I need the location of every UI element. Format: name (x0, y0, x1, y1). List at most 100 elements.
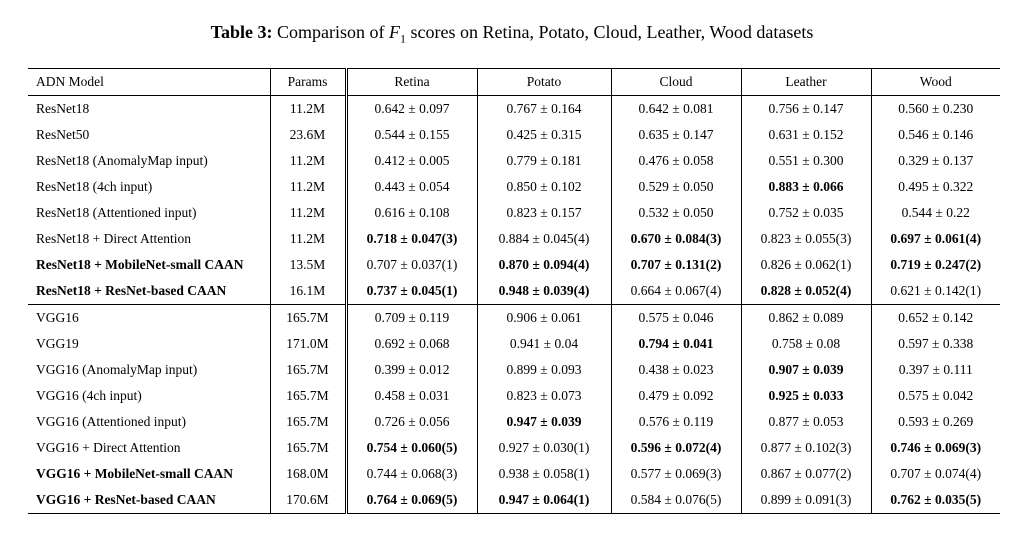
table-cell: 0.692 ± 0.068 (346, 331, 478, 357)
table-cell: 0.884 ± 0.045(4) (477, 226, 612, 252)
table-cell: 170.6M (270, 487, 348, 514)
table-cell: 0.412 ± 0.005 (346, 148, 478, 174)
table-cell: 0.947 ± 0.064(1) (477, 487, 612, 514)
table-cell: 0.726 ± 0.056 (346, 409, 478, 435)
table-cell: 0.593 ± 0.269 (898, 414, 974, 429)
table-cell: 0.495 ± 0.322 (898, 179, 974, 194)
table-caption: Table 3: Comparison of F1 scores on Reti… (0, 22, 1024, 47)
table-row: ResNet18 11.2M 0.642 ± 0.097 0.767 ± 0.164 0… (28, 95, 1000, 122)
table-cell: 0.458 ± 0.031 (346, 383, 478, 409)
table-cell: 0.616 ± 0.108 (346, 200, 478, 226)
table-row: ResNet18 (4ch input) 11.2M 0.443 ± 0.054 0.… (28, 174, 1000, 200)
table-row: VGG16 (4ch input) 165.7M 0.458 ± 0.031 0.82… (28, 383, 1000, 409)
table-cell: 0.709 ± 0.119 (346, 304, 478, 331)
table-cell: 0.883 ± 0.066 (741, 174, 872, 200)
table-cell: 0.546 ± 0.146 (898, 127, 974, 142)
table-cell: 13.5M (270, 252, 348, 278)
table-cell: 0.443 ± 0.054 (346, 174, 478, 200)
table-cell: 165.7M (270, 435, 348, 461)
results-table: ADN Model Params Retina Potato Cloud Leather W… (28, 68, 1000, 514)
table-cell: 0.823 ± 0.055(3) (741, 226, 872, 252)
table-cell: 0.767 ± 0.164 (477, 95, 612, 122)
model-name: ResNet18 + MobileNet-small CAAN (28, 252, 271, 278)
table-cell: 0.764 ± 0.069(5) (346, 487, 478, 514)
model-name: ResNet18 + ResNet-based CAAN (28, 278, 271, 305)
header-cell: Retina (346, 68, 478, 96)
table-cell: 0.476 ± 0.058 (611, 148, 742, 174)
table-row: VGG16 + ResNet-based CAAN 170.6M 0.764 ± 0… (28, 487, 1000, 514)
model-name: ResNet18 + Direct Attention (28, 226, 271, 252)
table-cell: 0.652 ± 0.142 (898, 310, 974, 325)
table-cell: 0.664 ± 0.067(4) (611, 278, 742, 305)
table-cell: 0.575 ± 0.046 (611, 304, 742, 331)
table-cell: 0.719 ± 0.247(2) (890, 257, 982, 272)
table-cell: 0.576 ± 0.119 (611, 409, 742, 435)
table-cell: 11.2M (270, 148, 348, 174)
table-cell: 0.906 ± 0.061 (477, 304, 612, 331)
model-name: ResNet18 (AnomalyMap input) (28, 148, 271, 174)
header-cell: Leather (741, 68, 872, 96)
header-row: ADN Model Params Retina Potato Cloud Leather W… (28, 68, 1000, 96)
table-cell: 0.642 ± 0.097 (346, 95, 478, 122)
table-cell: 0.877 ± 0.053 (741, 409, 872, 435)
table-cell: 0.718 ± 0.047(3) (346, 226, 478, 252)
table-cell: 0.596 ± 0.072(4) (611, 435, 742, 461)
table-cell: 23.6M (270, 122, 348, 148)
table-cell: 0.635 ± 0.147 (611, 122, 742, 148)
table-cell: 0.907 ± 0.039 (741, 357, 872, 383)
model-name: VGG16 (AnomalyMap input) (28, 357, 271, 383)
table-cell: 0.479 ± 0.092 (611, 383, 742, 409)
table-cell: 0.584 ± 0.076(5) (611, 487, 742, 514)
table-cell: 11.2M (270, 95, 348, 122)
table-cell: 0.948 ± 0.039(4) (477, 278, 612, 305)
table-cell: 0.938 ± 0.058(1) (477, 461, 612, 487)
table-cell: 0.707 ± 0.131(2) (611, 252, 742, 278)
table-cell: 0.532 ± 0.050 (611, 200, 742, 226)
model-name: VGG16 (28, 304, 271, 331)
caption-text: scores on Retina, Potato, Cloud, Leather… (410, 22, 814, 42)
table-cell: 165.7M (270, 383, 348, 409)
table-cell: 0.941 ± 0.04 (477, 331, 612, 357)
table-cell: 0.425 ± 0.315 (477, 122, 612, 148)
table-cell: 0.850 ± 0.102 (477, 174, 612, 200)
table-row: ResNet18 + MobileNet-small CAAN 13.5M 0.70… (28, 252, 1000, 278)
table-cell: 0.899 ± 0.091(3) (741, 487, 872, 514)
table-cell: 0.877 ± 0.102(3) (741, 435, 872, 461)
caption-label: Table 3: (210, 22, 273, 42)
table-cell: 0.867 ± 0.077(2) (741, 461, 872, 487)
table-cell: 11.2M (270, 200, 348, 226)
table-cell: 0.697 ± 0.061(4) (890, 231, 982, 246)
table-cell: 0.754 ± 0.060(5) (346, 435, 478, 461)
table-cell: 0.560 ± 0.230 (898, 101, 974, 116)
table-cell: 0.947 ± 0.039 (477, 409, 612, 435)
table-row: ResNet18 (AnomalyMap input) 11.2M 0.412 ± … (28, 148, 1000, 174)
table-cell: 0.762 ± 0.035(5) (890, 492, 982, 507)
table-cell: 0.823 ± 0.073 (477, 383, 612, 409)
model-name: ResNet18 (Attentioned input) (28, 200, 271, 226)
table-cell: 0.631 ± 0.152 (741, 122, 872, 148)
table-cell: 0.927 ± 0.030(1) (477, 435, 612, 461)
table-cell: 0.551 ± 0.300 (741, 148, 872, 174)
model-name: VGG19 (28, 331, 271, 357)
table-cell: 0.577 ± 0.069(3) (611, 461, 742, 487)
table-row: ResNet18 (Attentioned input) 11.2M 0.616 ±… (28, 200, 1000, 226)
header-cell: Potato (477, 68, 612, 96)
model-name: ResNet50 (28, 122, 271, 148)
table-cell: 11.2M (270, 226, 348, 252)
table-cell: 0.756 ± 0.147 (741, 95, 872, 122)
table-cell: 0.744 ± 0.068(3) (346, 461, 478, 487)
table-cell: 0.823 ± 0.157 (477, 200, 612, 226)
table-cell: 0.794 ± 0.041 (611, 331, 742, 357)
table-cell: 0.544 ± 0.155 (346, 122, 478, 148)
table-row: VGG16 + Direct Attention 165.7M 0.754 ± 0.… (28, 435, 1000, 461)
table-cell: 0.870 ± 0.094(4) (477, 252, 612, 278)
table-cell: 0.707 ± 0.037(1) (346, 252, 478, 278)
table-cell: 0.925 ± 0.033 (741, 383, 872, 409)
header-cell: Cloud (611, 68, 742, 96)
table-cell: 11.2M (270, 174, 348, 200)
table-cell: 0.397 ± 0.111 (898, 362, 973, 377)
table-cell: 0.828 ± 0.052(4) (741, 278, 872, 305)
table-cell: 0.670 ± 0.084(3) (611, 226, 742, 252)
table-row: VGG16 (AnomalyMap input) 165.7M 0.399 ± 0.… (28, 357, 1000, 383)
